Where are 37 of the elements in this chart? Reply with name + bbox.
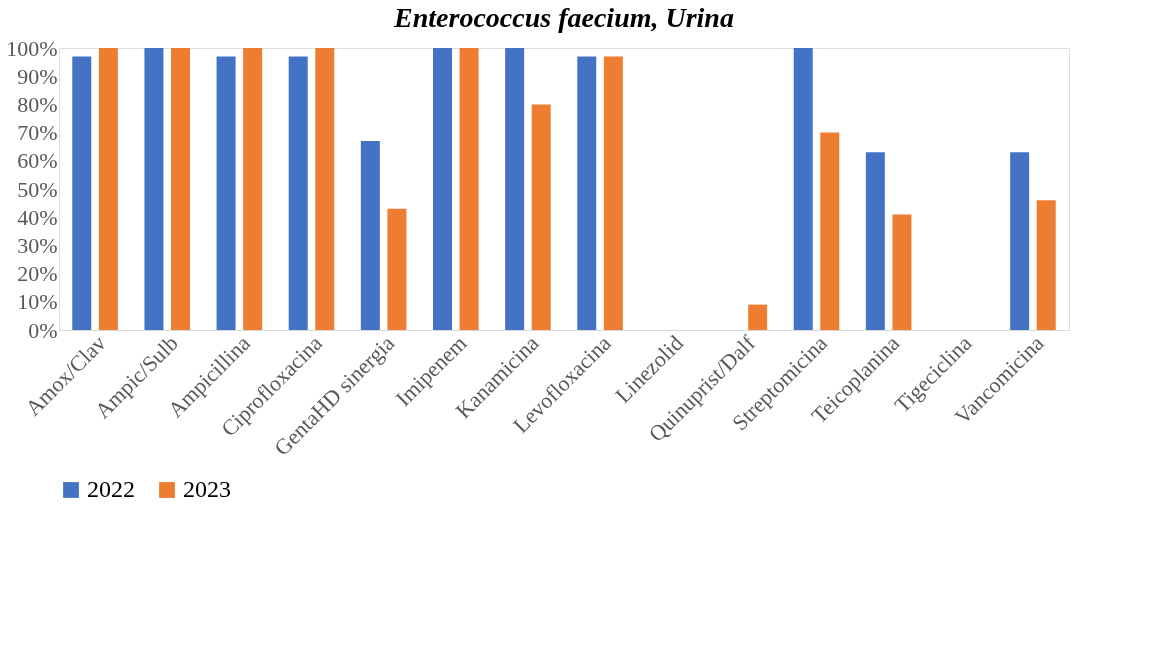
bar bbox=[865, 152, 885, 330]
y-tick-label: 80% bbox=[17, 91, 58, 117]
y-tick-label: 50% bbox=[17, 176, 58, 202]
bar bbox=[288, 56, 308, 330]
legend-label: 2023 bbox=[183, 476, 231, 502]
bar bbox=[98, 48, 118, 330]
bar bbox=[144, 48, 164, 330]
bar bbox=[892, 214, 912, 330]
bar bbox=[315, 48, 335, 330]
bar bbox=[748, 304, 768, 330]
y-tick-label: 90% bbox=[17, 63, 58, 89]
y-tick-label: 60% bbox=[17, 148, 58, 174]
bar bbox=[387, 208, 407, 330]
bar bbox=[459, 48, 479, 330]
bar bbox=[171, 48, 190, 330]
bar bbox=[531, 104, 551, 330]
y-tick-label: 70% bbox=[17, 120, 58, 146]
bar bbox=[243, 48, 263, 330]
y-tick-label: 20% bbox=[17, 261, 58, 287]
y-tick-label: 100% bbox=[6, 35, 58, 61]
y-tick-label: 10% bbox=[17, 289, 58, 315]
y-tick-label: 0% bbox=[28, 317, 58, 343]
chart-title: Enterococcus faecium, Urina bbox=[393, 2, 734, 33]
bar bbox=[1036, 200, 1056, 330]
bar bbox=[1010, 152, 1030, 330]
bar bbox=[603, 56, 623, 330]
legend-label: 2022 bbox=[87, 476, 135, 502]
bar bbox=[505, 48, 525, 330]
bar bbox=[216, 56, 236, 330]
y-tick-label: 30% bbox=[17, 232, 58, 258]
bar bbox=[433, 48, 452, 330]
bar bbox=[72, 56, 92, 330]
bar bbox=[360, 141, 380, 330]
bar bbox=[577, 56, 597, 330]
bar bbox=[793, 48, 813, 330]
bar bbox=[820, 132, 840, 330]
y-tick-label: 40% bbox=[17, 204, 58, 230]
